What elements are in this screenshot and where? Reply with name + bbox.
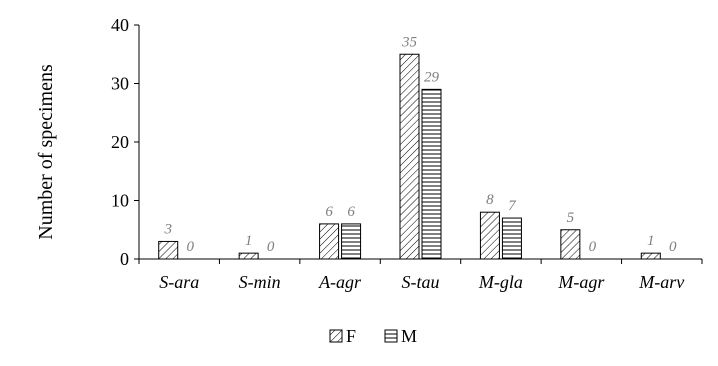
data-label-M-S-min: 0 — [267, 239, 275, 255]
data-label-F-M-agr: 5 — [567, 210, 575, 226]
x-category-label: S-tau — [402, 272, 440, 292]
x-category-label: S-min — [239, 272, 281, 292]
data-label-F-S-ara: 3 — [163, 221, 172, 237]
bar-F-S-min — [238, 252, 259, 260]
data-label-F-M-gla: 8 — [486, 192, 494, 208]
y-tick-label: 0 — [120, 249, 129, 269]
bar-F-M-arv — [640, 252, 661, 260]
x-category-label: A-agr — [318, 272, 362, 292]
data-label-F-A-agr: 6 — [325, 204, 333, 220]
y-axis-label: Number of specimens — [35, 64, 57, 240]
data-label-M-A-agr: 6 — [347, 204, 355, 220]
legend-label-M: M — [401, 326, 417, 346]
data-label-M-S-tau: 29 — [424, 69, 440, 85]
data-label-F-M-arv: 1 — [647, 233, 655, 249]
legend-swatch-F — [329, 329, 343, 343]
y-tick-label: 20 — [111, 132, 129, 152]
data-label-F-S-tau: 35 — [401, 34, 418, 50]
bar-M-S-tau — [421, 88, 442, 260]
bar-F-M-gla — [479, 211, 500, 260]
bar-F-M-agr — [560, 229, 581, 260]
x-category-label: M-agr — [557, 272, 605, 292]
data-label-M-M-arv: 0 — [669, 239, 677, 255]
bar-F-S-tau — [399, 53, 420, 260]
data-label-M-S-ara: 0 — [186, 239, 194, 255]
x-category-label: M-gla — [478, 272, 523, 292]
y-tick-label: 40 — [111, 15, 129, 35]
bar-M-A-agr — [341, 223, 362, 260]
x-category-label: M-arv — [638, 272, 684, 292]
y-tick-label: 30 — [111, 74, 129, 94]
x-category-label: S-ara — [159, 272, 199, 292]
legend-swatch-M — [384, 329, 398, 343]
bar-F-A-agr — [319, 223, 340, 260]
legend-label-F: F — [346, 326, 356, 346]
bar-F-S-ara — [158, 240, 179, 260]
data-label-M-M-gla: 7 — [508, 198, 517, 214]
data-label-F-S-min: 1 — [245, 233, 253, 249]
data-label-M-M-agr: 0 — [589, 239, 597, 255]
bar-M-M-gla — [501, 217, 522, 260]
y-tick-label: 10 — [111, 191, 129, 211]
